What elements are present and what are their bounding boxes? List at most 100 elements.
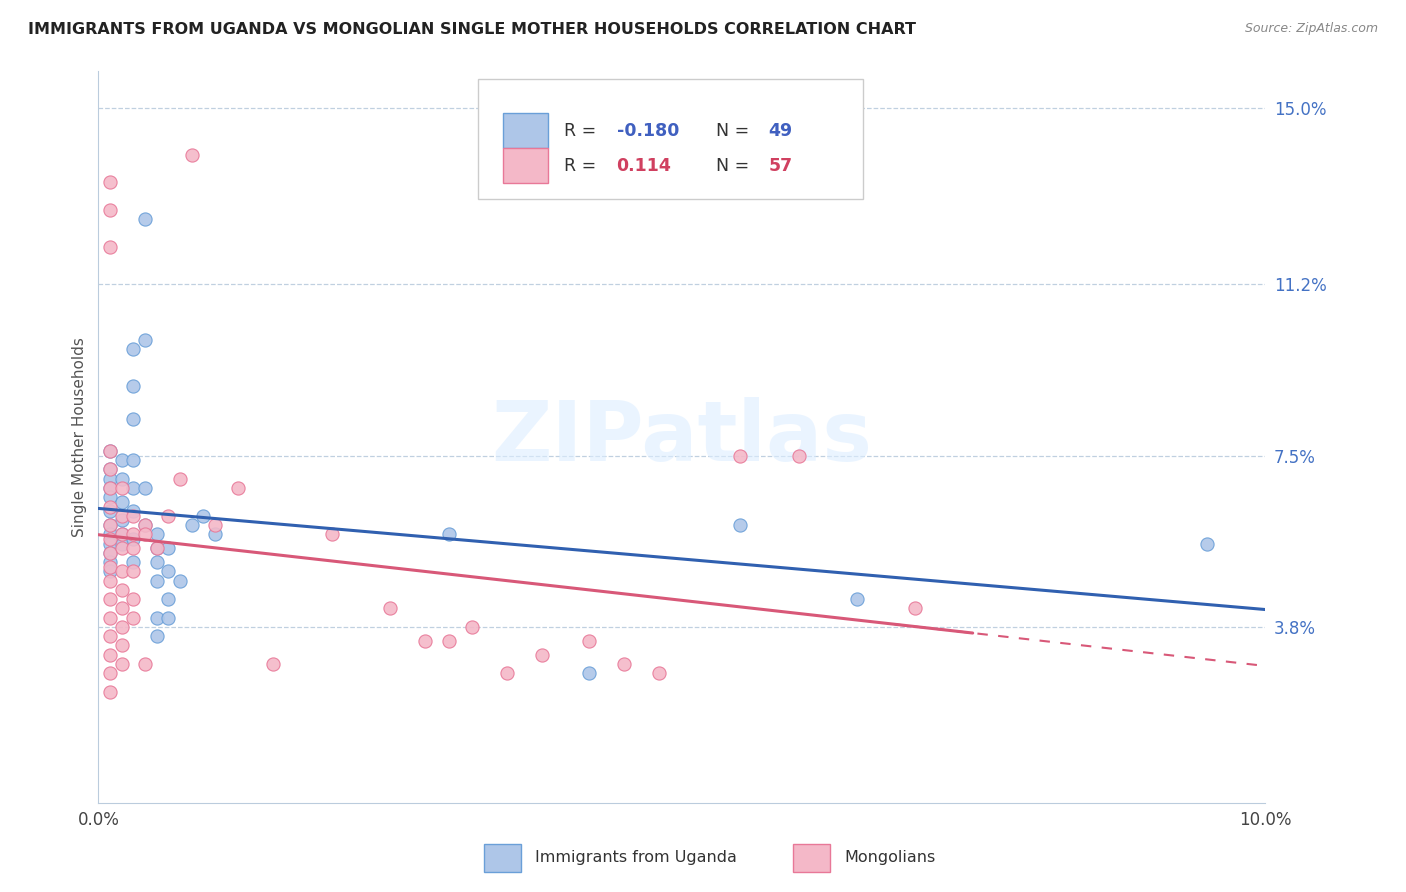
Point [122,453,145,467]
Point [98,518,121,533]
Point [111,536,134,550]
Text: 57: 57 [768,157,793,175]
Point [98,462,121,476]
Point [98,666,121,681]
Point [98,481,121,495]
Point [98,546,121,560]
Point [98,684,121,698]
Point [134,657,156,671]
Text: R =: R = [564,121,602,140]
Point [578,666,600,681]
Point [98,444,121,458]
Text: 0.114: 0.114 [617,157,672,175]
Point [122,504,145,518]
Point [98,610,121,624]
Point [321,527,343,541]
Point [134,518,156,533]
Point [437,527,460,541]
Point [169,574,191,588]
Point [111,527,134,541]
Point [146,527,169,541]
Point [122,527,145,541]
Point [98,592,121,607]
Point [157,592,180,607]
Point [157,508,180,523]
Point [134,527,156,541]
Point [111,582,134,597]
Point [111,565,134,579]
Point [111,453,134,467]
Point [146,610,169,624]
Point [98,240,121,254]
Point [496,666,519,681]
Point [111,472,134,486]
Point [730,518,752,533]
Text: -0.180: -0.180 [617,121,679,140]
Point [98,546,121,560]
Point [904,601,927,615]
Point [169,472,191,486]
Point [98,574,121,588]
Point [98,472,121,486]
FancyBboxPatch shape [478,78,863,200]
Point [98,532,121,546]
Point [122,342,145,356]
Point [122,379,145,393]
Point [98,536,121,550]
Point [122,610,145,624]
Point [111,541,134,556]
Point [111,495,134,509]
Point [380,601,402,615]
Point [98,555,121,569]
Bar [484,844,520,871]
Point [1195,536,1218,550]
Point [122,555,145,569]
Point [146,541,169,556]
Point [98,629,121,643]
Point [122,541,145,556]
Point [122,565,145,579]
Point [461,620,484,634]
Point [134,518,156,533]
Point [111,657,134,671]
Point [98,504,121,518]
Point [134,481,156,495]
Point [122,592,145,607]
Text: IMMIGRANTS FROM UGANDA VS MONGOLIAN SINGLE MOTHER HOUSEHOLDS CORRELATION CHART: IMMIGRANTS FROM UGANDA VS MONGOLIAN SING… [28,22,917,37]
Point [437,633,460,648]
Text: Mongolians: Mongolians [844,850,935,865]
Point [157,610,180,624]
Point [134,333,156,347]
Point [146,629,169,643]
Bar [503,148,548,183]
Point [122,481,145,495]
Point [180,147,202,161]
Point [157,565,180,579]
Point [98,648,121,662]
Point [98,565,121,579]
Bar [503,113,548,148]
Point [157,541,180,556]
Point [413,633,436,648]
Point [530,648,553,662]
Point [111,481,134,495]
Point [98,203,121,218]
Point [111,513,134,527]
Point [146,574,169,588]
Point [122,532,145,546]
Point [98,490,121,504]
Point [787,449,810,463]
Point [98,481,121,495]
Point [122,411,145,425]
Point [612,657,634,671]
Text: N =: N = [716,157,755,175]
Point [122,508,145,523]
Text: 49: 49 [768,121,793,140]
Point [98,500,121,514]
Text: ZIPatlas: ZIPatlas [492,397,872,477]
Point [204,518,226,533]
Point [846,592,869,607]
Y-axis label: Single Mother Households: Single Mother Households [72,337,87,537]
Point [730,449,752,463]
Point [98,518,121,533]
